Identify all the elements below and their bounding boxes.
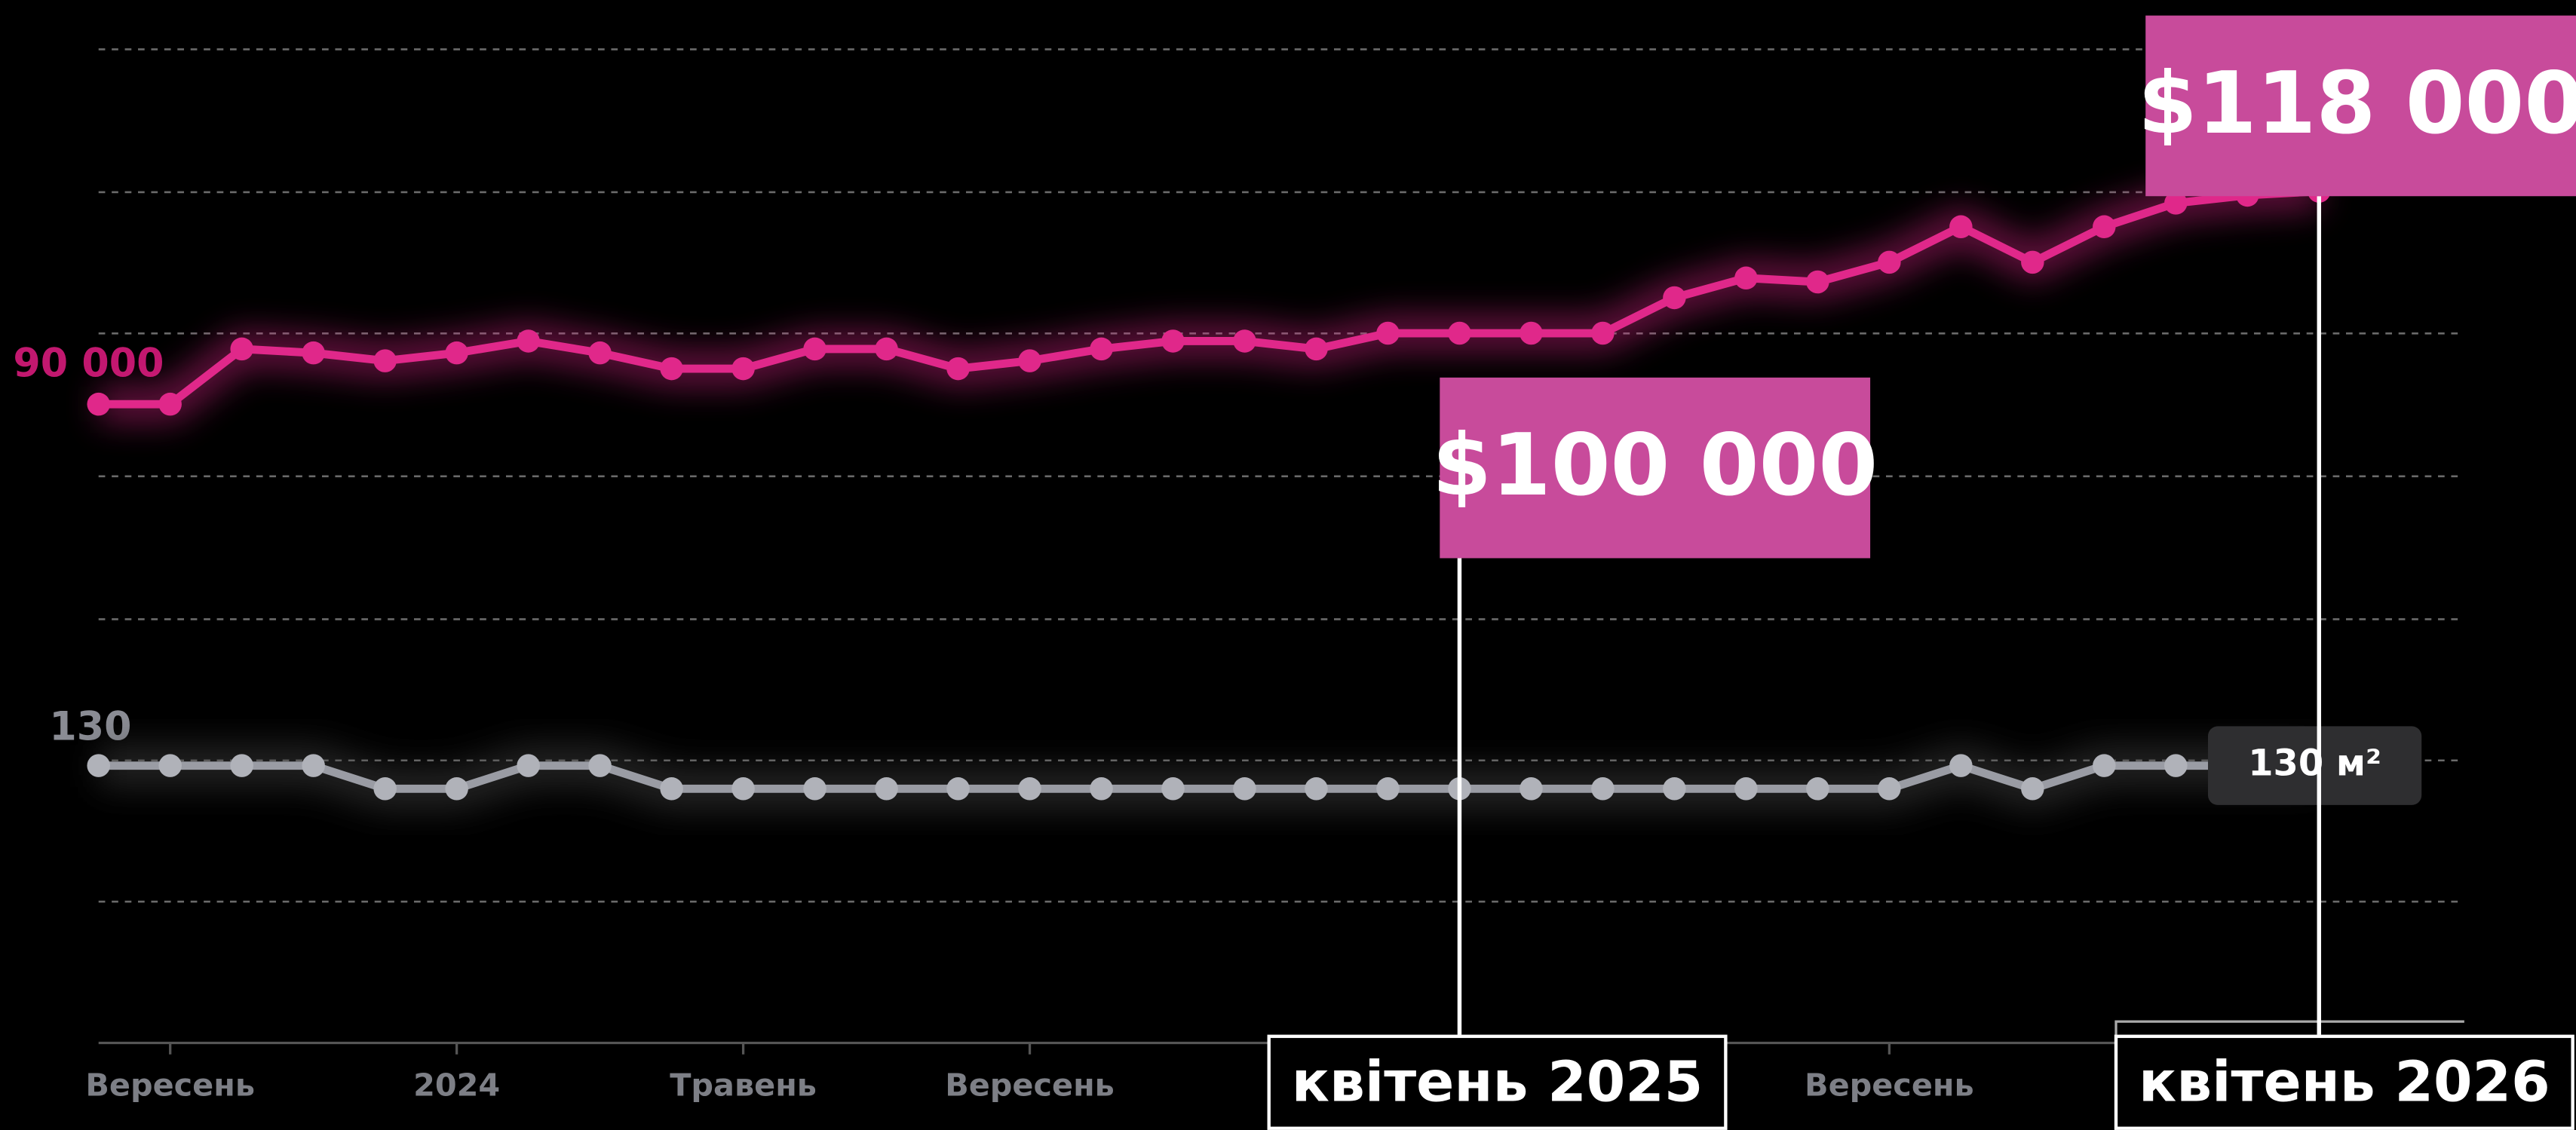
point <box>1305 777 1328 801</box>
category-box <box>1267 1034 1728 1130</box>
x-tick-label: Вересень <box>85 1067 255 1103</box>
point <box>1949 754 1973 777</box>
end-label: 130 м² <box>2248 743 2381 785</box>
point <box>1878 777 1901 801</box>
bracket <box>2114 1020 2464 1038</box>
point <box>445 341 468 365</box>
point <box>1376 777 1400 801</box>
point <box>1949 215 1973 239</box>
point <box>302 754 325 777</box>
point <box>1591 321 1615 345</box>
category-label: квітень 2025 <box>1292 1050 1704 1115</box>
point <box>1663 777 1686 801</box>
point <box>2164 754 2188 777</box>
point <box>2164 191 2188 215</box>
point <box>373 349 397 372</box>
category-label: квітень 2026 <box>2139 1050 2550 1115</box>
callout-label: $118 000 <box>2138 54 2576 153</box>
point <box>2021 250 2044 274</box>
y2-tick-label: 130 <box>49 704 131 750</box>
point <box>1734 777 1758 801</box>
x-tick-label: Вересень <box>1805 1067 1974 1103</box>
point <box>1090 337 1113 361</box>
point <box>1734 266 1758 290</box>
callout-box <box>1440 377 1871 559</box>
point <box>1878 250 1901 274</box>
callout-label: $100 000 <box>1432 415 1878 515</box>
point <box>1018 349 1041 372</box>
series <box>87 173 2331 423</box>
point <box>660 357 683 381</box>
point <box>445 777 468 801</box>
point <box>1090 777 1113 801</box>
x-tick-label: Вересень <box>945 1067 1115 1103</box>
point <box>1520 777 1543 801</box>
point <box>1161 329 1185 353</box>
point <box>1233 329 1256 353</box>
point <box>875 777 898 801</box>
point <box>946 357 970 381</box>
point <box>517 754 540 777</box>
point <box>1161 777 1185 801</box>
point <box>731 357 755 381</box>
series <box>87 743 2331 812</box>
point <box>875 337 898 361</box>
point <box>158 754 182 777</box>
point <box>230 337 253 361</box>
point <box>87 754 110 777</box>
point <box>1591 777 1615 801</box>
point <box>517 329 540 353</box>
x-tick-label: Травень <box>670 1067 817 1103</box>
point <box>946 777 970 801</box>
point <box>1018 777 1041 801</box>
point <box>1806 777 1829 801</box>
point <box>158 392 182 416</box>
category-box <box>2114 1034 2574 1130</box>
point <box>660 777 683 801</box>
series-line <box>98 187 2320 409</box>
point <box>803 337 826 361</box>
point <box>1233 777 1256 801</box>
end-label-box <box>2208 726 2422 805</box>
point <box>731 777 755 801</box>
point <box>803 777 826 801</box>
point <box>1305 337 1328 361</box>
point <box>302 341 325 365</box>
point <box>1663 286 1686 310</box>
point <box>2093 754 2116 777</box>
point <box>2021 777 2044 801</box>
callout-box <box>2145 15 2576 197</box>
point <box>1376 321 1400 345</box>
x-tick-label: 2024 <box>413 1067 500 1103</box>
point <box>588 754 612 777</box>
point <box>1448 321 1471 345</box>
point <box>1520 321 1543 345</box>
series-line <box>98 761 2320 793</box>
y-tick-label: 90 000 <box>13 341 164 387</box>
point <box>1806 270 1829 294</box>
point <box>87 392 110 416</box>
point <box>2093 215 2116 239</box>
point <box>373 777 397 801</box>
point <box>230 754 253 777</box>
point <box>588 341 612 365</box>
